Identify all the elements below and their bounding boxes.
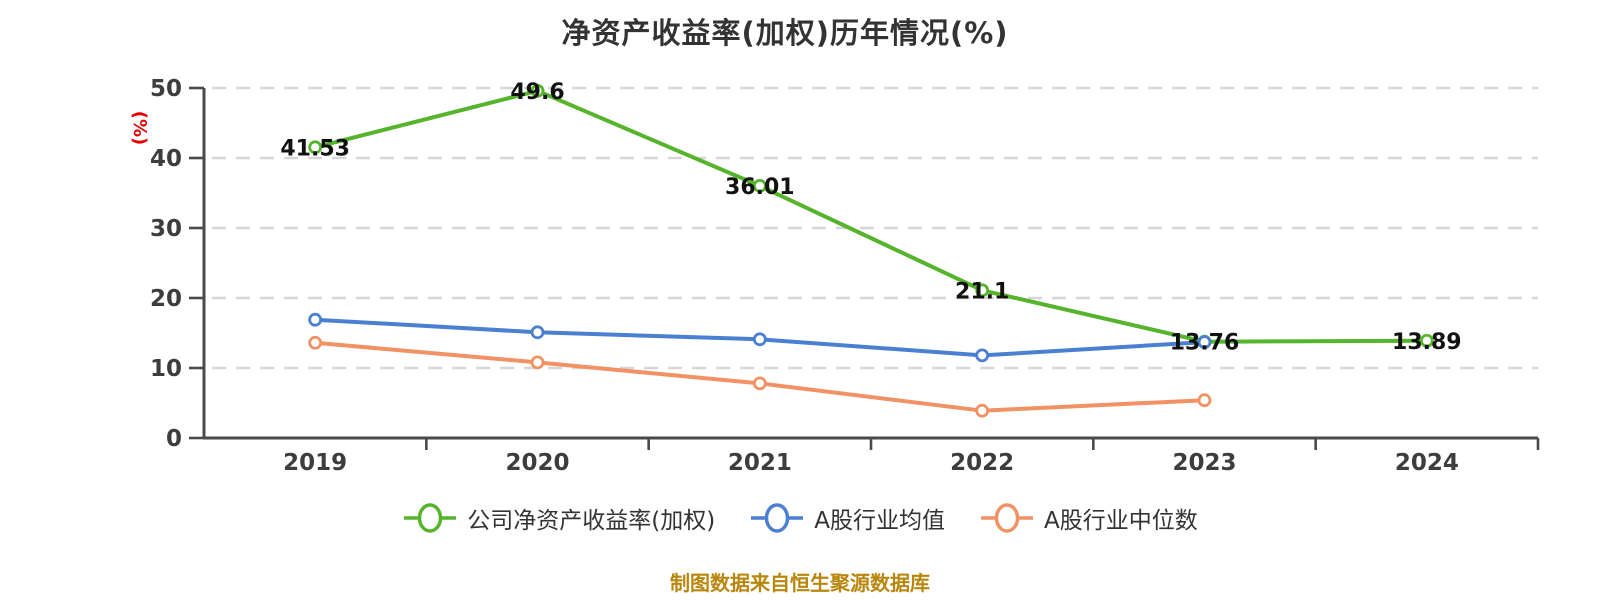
- data-point-label-2019: 41.53: [280, 136, 350, 161]
- data-point-label-2021: 36.01: [725, 175, 795, 200]
- data-point-s0-2024: [1419, 333, 1434, 348]
- legend-item-industry-mean[interactable]: A股行业均值: [749, 501, 945, 535]
- data-point-label-2020: 49.6: [510, 80, 564, 105]
- y-tick-label-10: 10: [150, 356, 182, 382]
- legend-marker-company-roe-icon: [404, 503, 457, 533]
- data-point-s1-2023: [1197, 335, 1212, 350]
- chart-legend: 公司净资产收益率(加权) A股行业均值 A股行业中位数: [0, 501, 1600, 535]
- data-point-s2-2019: [308, 335, 323, 350]
- x-tick-label-2021: 2021: [728, 450, 792, 476]
- data-point-s2-2020: [530, 355, 545, 370]
- x-tick-label-2022: 2022: [950, 450, 1014, 476]
- legend-item-industry-median[interactable]: A股行业中位数: [979, 501, 1198, 535]
- data-point-s1-2019: [308, 312, 323, 327]
- data-point-s2-2022: [975, 403, 990, 418]
- data-point-s0-2022: [975, 283, 990, 298]
- x-tick-label-2023: 2023: [1172, 450, 1236, 476]
- legend-item-company-roe[interactable]: 公司净资产收益率(加权): [402, 501, 715, 535]
- data-point-label-2022: 21.1: [955, 279, 1009, 304]
- data-point-label-2023: 13.76: [1170, 331, 1240, 356]
- data-point-s0-2020: [530, 83, 545, 98]
- x-tick-label-2020: 2020: [505, 450, 569, 476]
- data-point-s1-2022: [975, 348, 990, 363]
- data-point-s2-2021: [752, 376, 767, 391]
- y-tick-label-0: 0: [166, 426, 182, 452]
- data-point-s1-2021: [752, 332, 767, 347]
- chart-title: 净资产收益率(加权)历年情况(%): [561, 16, 1009, 50]
- data-point-s0-2021: [752, 179, 767, 193]
- legend-marker-industry-median-icon: [980, 503, 1033, 533]
- legend-label-company-roe: 公司净资产收益率(加权): [467, 508, 716, 534]
- data-point-s1-2020: [530, 325, 545, 340]
- x-tick-label-2019: 2019: [283, 450, 347, 476]
- legend-label-industry-mean: A股行业均值: [814, 508, 945, 534]
- data-point-s0-2019: [308, 140, 323, 155]
- y-tick-label-30: 30: [150, 216, 182, 242]
- y-tick-label-40: 40: [150, 146, 182, 172]
- legend-label-industry-median: A股行业中位数: [1043, 508, 1198, 534]
- data-point-label-2024: 13.89: [1392, 330, 1462, 355]
- legend-marker-industry-mean-icon: [751, 503, 804, 533]
- x-tick-label-2024: 2024: [1395, 450, 1459, 476]
- y-tick-label-20: 20: [150, 286, 182, 312]
- data-point-s2-2023: [1197, 393, 1212, 408]
- y-tick-label-50: 50: [150, 76, 182, 102]
- series-line-0: [313, 88, 1429, 344]
- data-source-note: 制图数据来自恒生聚源数据库: [670, 571, 930, 595]
